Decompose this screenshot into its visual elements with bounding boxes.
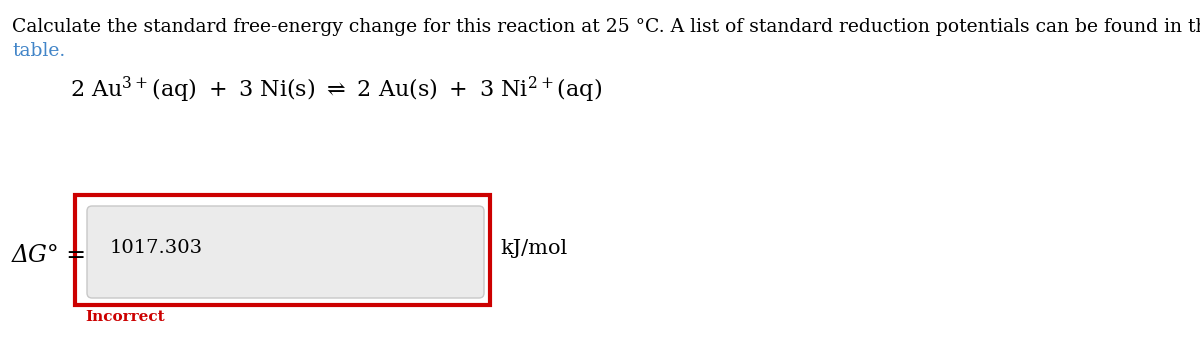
FancyBboxPatch shape	[88, 206, 484, 298]
Text: 1017.303: 1017.303	[110, 239, 203, 257]
Text: kJ/mol: kJ/mol	[500, 238, 568, 258]
Text: $\mathregular{2\ Au^{3+}(aq)\ +\ 3\ Ni(s)\ \rightleftharpoons\ 2\ Au(s)\ +\ 3\ N: $\mathregular{2\ Au^{3+}(aq)\ +\ 3\ Ni(s…	[70, 75, 602, 105]
Text: table.: table.	[12, 42, 65, 60]
Bar	[74, 195, 490, 305]
Text: ΔG° =: ΔG° =	[12, 244, 88, 267]
Text: Calculate the standard free-energy change for this reaction at 25 °C. A list of : Calculate the standard free-energy chang…	[12, 18, 1200, 36]
Text: Incorrect: Incorrect	[85, 310, 164, 324]
